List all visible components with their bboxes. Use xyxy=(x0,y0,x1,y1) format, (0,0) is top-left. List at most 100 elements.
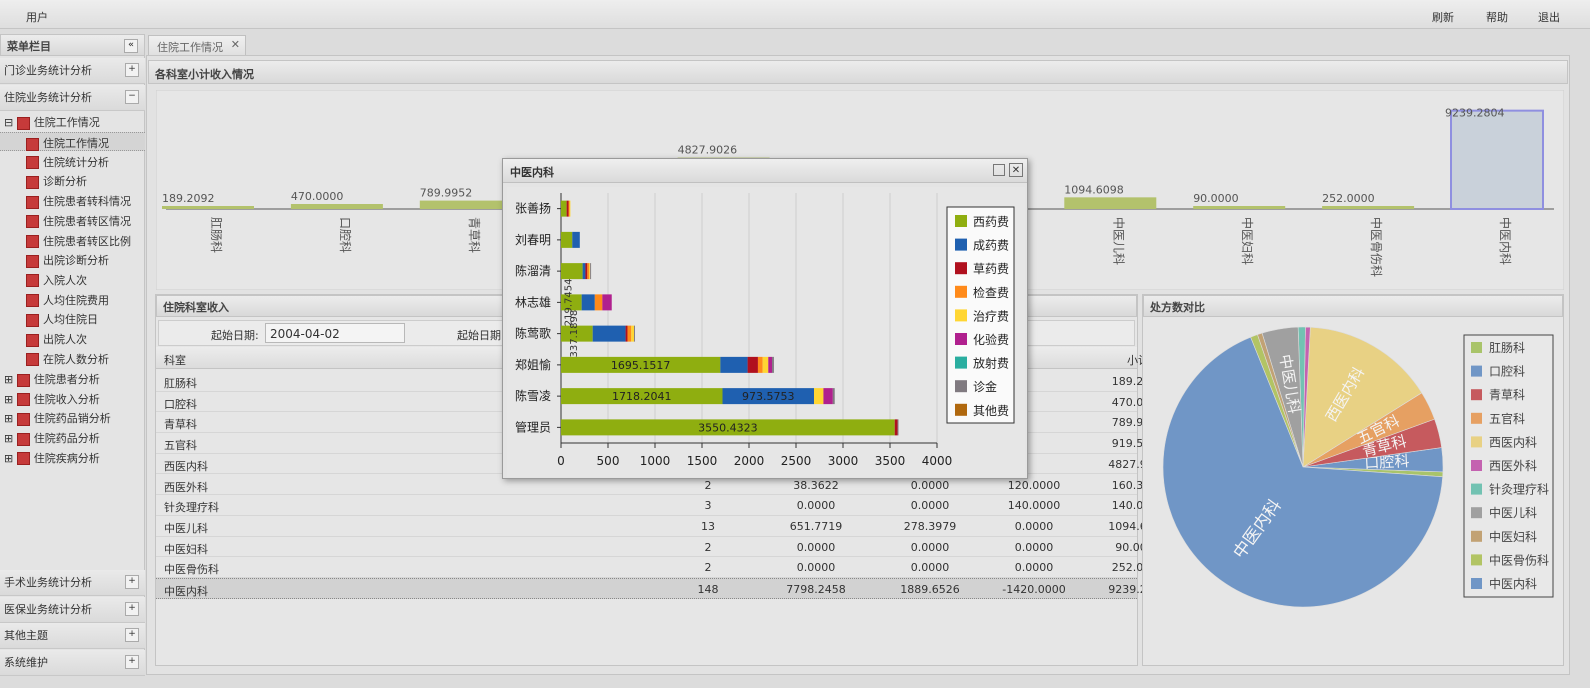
section[interactable]: 医保业务统计分析 + xyxy=(0,596,145,623)
table-cell: 3 xyxy=(704,499,712,513)
bar-segment xyxy=(585,263,588,280)
section[interactable]: 其他主题 + xyxy=(0,623,145,649)
bar-segment xyxy=(722,388,815,405)
logout[interactable]: 退出 xyxy=(1538,11,1560,24)
table-cell: 148 xyxy=(697,583,719,596)
bar-segment xyxy=(572,231,580,248)
tree-item[interactable]: 诊断分析 xyxy=(0,171,87,190)
expand[interactable]: + xyxy=(125,654,139,669)
bar-segment xyxy=(634,325,635,342)
tree-icon xyxy=(26,274,39,288)
expand[interactable]: + xyxy=(125,628,139,642)
table-cell: 口腔科 xyxy=(164,397,197,411)
tree-label: 住院统计分析 xyxy=(43,155,109,169)
tree-item[interactable]: 在院人数分析 xyxy=(0,349,109,368)
bar-segment xyxy=(590,263,592,280)
maximize[interactable] xyxy=(993,164,1005,176)
tree-item[interactable]: 住院患者转区情况 xyxy=(0,211,131,230)
bar-segment xyxy=(561,231,573,248)
tab[interactable]: 住院工作情况 ✕ xyxy=(148,35,246,55)
tree-icon xyxy=(26,156,39,170)
y-tick-label: 林志雄 xyxy=(515,294,551,309)
tree-node[interactable]: ⊞ 住院患者分析 xyxy=(4,373,100,387)
table-row[interactable]: 中医儿科 13 651.7719 278.3979 0.0000 1094.6098 xyxy=(156,516,1168,537)
section[interactable]: 门诊业务统计分析 + xyxy=(0,58,145,84)
table-cell: 140.0000 xyxy=(1007,499,1061,513)
user-menu[interactable]: 用户 xyxy=(26,11,48,24)
category-label: 肛肠科 xyxy=(209,217,223,253)
section-label: 门诊业务统计分析 xyxy=(4,64,92,77)
bar-segment xyxy=(568,200,570,217)
legend-swatch xyxy=(955,403,967,416)
bar-segment xyxy=(587,263,590,280)
tree-item[interactable]: 住院工作情况 xyxy=(0,132,145,151)
top-bar: 用户 刷新 帮助 退出 xyxy=(0,0,1590,29)
tree-label: 住院患者转区比例 xyxy=(43,234,131,248)
section[interactable]: 系统维护 + xyxy=(0,649,145,676)
tree-icon xyxy=(26,313,39,327)
tree-node[interactable]: ⊞ 住院收入分析 xyxy=(4,392,100,407)
tree-icon xyxy=(16,373,30,387)
tree-label: 入院人次 xyxy=(43,273,87,287)
table-cell: 0.0000 xyxy=(796,499,836,513)
bar-segment xyxy=(832,388,835,405)
legend-label: 西医内科 xyxy=(1489,435,1537,449)
tree-icon xyxy=(26,333,39,347)
legend-label: 中医骨伤科 xyxy=(1489,552,1549,567)
tree-item[interactable]: 人均住院费用 xyxy=(0,290,109,309)
pie-panel: 处方数对比 口腔科 青草科 五官科 西医内科 中医儿科 中医内科 肛肠科 口腔科 青草科 五官科西… xyxy=(1142,294,1564,666)
help[interactable]: 帮助 xyxy=(1486,11,1508,24)
value-label: 470.0000 xyxy=(291,190,344,203)
pie-chart: 口腔科青草科五官科西医内科中医儿科中医内科肛肠科口腔科青草科五官科西医内科西医外… xyxy=(1162,326,1554,608)
tree-node[interactable]: ⊞ 住院疾病分析 xyxy=(4,451,100,466)
tree-icon xyxy=(16,393,30,407)
collapse[interactable]: − xyxy=(125,90,139,104)
expand[interactable]: + xyxy=(125,575,139,589)
tree-label: 住院患者转科情况 xyxy=(43,195,131,209)
legend-label: 化验费 xyxy=(973,332,1009,347)
table-cell: 中医儿科 xyxy=(164,521,208,535)
tree-item[interactable]: 住院患者转区比例 xyxy=(0,231,131,250)
section[interactable]: 手术业务统计分析 + xyxy=(0,570,145,596)
table-row[interactable]: 针灸理疗科 3 0.0000 0.0000 140.0000 140.0000 xyxy=(156,495,1164,516)
tree-node[interactable]: ⊟ 住院工作情况 xyxy=(4,116,100,130)
table-cell: 38.3622 xyxy=(793,478,839,492)
tree-label: 住院患者分析 xyxy=(33,373,100,386)
value-label: 9239.2804 xyxy=(1445,107,1505,120)
refresh[interactable]: 刷新 xyxy=(1432,11,1454,24)
panel-title: 住院科室收入 xyxy=(163,301,229,314)
tree-item[interactable]: 住院患者转科情况 xyxy=(0,191,131,210)
collapse[interactable]: « xyxy=(124,39,138,53)
table-cell: 0.0000 xyxy=(910,499,950,513)
tree-item[interactable]: 入院人次 xyxy=(0,270,87,289)
value-label: 252.0000 xyxy=(1322,192,1375,205)
table-row[interactable]: 中医内科 148 7798.2458 1889.6526 -1420.0000 9239.… xyxy=(156,578,1168,599)
legend-label: 诊金 xyxy=(973,379,997,394)
legend-label: 放射费 xyxy=(973,356,1009,371)
category-label: 青草科 xyxy=(467,217,481,253)
popup-title: 中医内科 xyxy=(510,166,554,179)
tree-item[interactable]: 住院统计分析 xyxy=(0,152,109,171)
tree-item[interactable]: 人均住院日 xyxy=(0,309,98,328)
expand[interactable]: + xyxy=(125,601,139,616)
tree-item[interactable]: 出院诊断分析 xyxy=(0,250,109,269)
y-tick-label: 陈莺歌 xyxy=(515,326,551,341)
legend-label: 草药费 xyxy=(973,262,1009,276)
column-header: 科室 xyxy=(164,354,186,367)
tree-item[interactable]: 出院人次 xyxy=(0,329,87,348)
close[interactable]: ✕ xyxy=(1009,163,1023,177)
section[interactable]: 住院业务统计分析 − xyxy=(0,85,145,111)
legend-swatch xyxy=(955,380,967,393)
table-cell: -1420.0000 xyxy=(1002,583,1066,596)
panel-title: 处方数对比 xyxy=(1150,301,1205,314)
expand[interactable]: + xyxy=(125,63,139,77)
tree-label: 人均住院日 xyxy=(43,313,98,327)
x-tick-label: 2000 xyxy=(734,454,765,468)
table-cell: 7798.2458 xyxy=(786,583,846,596)
date-input[interactable]: 2004-04-02 xyxy=(265,323,405,343)
tree-node[interactable]: ⊞ 住院药品销分析 xyxy=(4,412,111,426)
tree-node[interactable]: ⊞ 住院药品分析 xyxy=(4,432,100,446)
table-row[interactable]: 中医妇科 2 0.0000 0.0000 0.0000 90.0000 xyxy=(156,537,1161,558)
table-row[interactable]: 中医骨伤科 2 0.0000 0.0000 0.0000 252.0000 xyxy=(156,557,1164,578)
